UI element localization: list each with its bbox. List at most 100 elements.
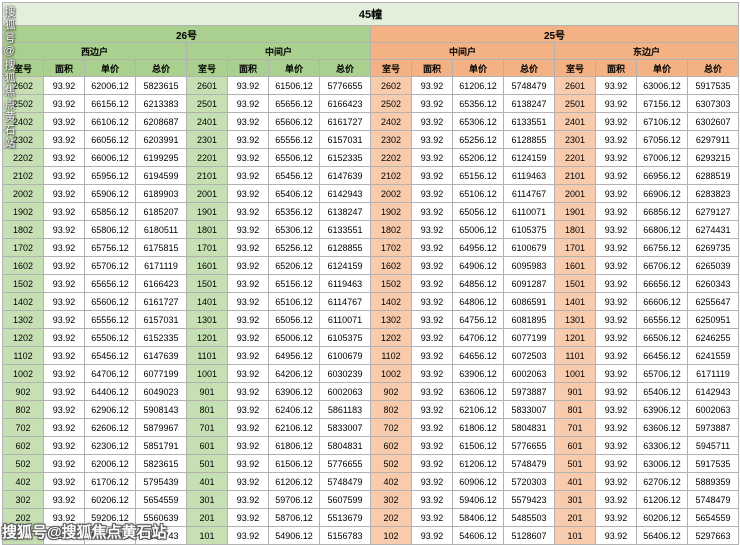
room-cell: 1201 <box>186 328 228 347</box>
total-price-cell: 6072503 <box>503 346 555 365</box>
total-price-cell: 6283823 <box>687 184 739 203</box>
area-cell: 93.92 <box>43 256 85 275</box>
room-cell: 502 <box>370 454 412 473</box>
room-cell: 301 <box>554 490 596 509</box>
total-price-cell: 6255647 <box>687 292 739 311</box>
room-cell: 601 <box>554 436 596 455</box>
total-price-cell: 5297663 <box>687 526 739 545</box>
room-cell: 102 <box>370 526 412 545</box>
room-cell: 501 <box>554 454 596 473</box>
price-table-body: 2602 93.92 62006.12 5823615 2601 93.92 61506.1… <box>2 76 739 545</box>
total-price-cell: 5513679 <box>319 508 371 527</box>
area-cell: 93.92 <box>43 202 85 221</box>
column-header-area: 面积 <box>227 59 269 77</box>
unit-price-cell: 66006.12 <box>84 148 136 167</box>
table-row: 602 93.92 62306.12 5851791 601 93.92 61806.12 5… <box>2 436 739 455</box>
unit-price-cell: 64406.12 <box>84 382 136 401</box>
room-cell: 2102 <box>370 166 412 185</box>
room-cell: 1301 <box>186 310 228 329</box>
column-header-area: 面积 <box>43 59 85 77</box>
area-cell: 93.92 <box>43 526 85 545</box>
room-cell: 1701 <box>186 238 228 257</box>
unit-price-cell: 64806.12 <box>452 292 504 311</box>
unit-price-cell: 61806.12 <box>452 418 504 437</box>
area-cell: 93.92 <box>411 508 453 527</box>
unit-type-header-east: 东边户 <box>554 42 739 60</box>
total-price-cell: 6002063 <box>319 382 371 401</box>
area-cell: 93.92 <box>595 220 637 239</box>
unit-price-cell: 61506.12 <box>452 436 504 455</box>
unit-price-cell: 64856.12 <box>452 274 504 293</box>
room-cell: 1701 <box>554 238 596 257</box>
building-title: 45幢 <box>2 2 739 26</box>
unit-price-cell: 65256.12 <box>452 130 504 149</box>
area-cell: 93.92 <box>227 400 269 419</box>
unit-price-cell: 65206.12 <box>452 148 504 167</box>
unit-price-cell: 62406.12 <box>268 400 320 419</box>
column-header-total-price: 总价 <box>135 59 187 77</box>
unit-price-cell: 66606.12 <box>636 292 688 311</box>
total-price-cell: 6161727 <box>319 112 371 131</box>
unit-price-cell: 65306.12 <box>268 220 320 239</box>
title-row: 45幢 <box>2 2 739 26</box>
room-cell: 2001 <box>554 184 596 203</box>
unit-price-cell: 66856.12 <box>636 202 688 221</box>
table-row: 2402 93.92 66106.12 6208687 2401 93.92 65606.1… <box>2 112 739 131</box>
total-price-cell: 5128607 <box>503 526 555 545</box>
area-cell: 93.92 <box>227 490 269 509</box>
area-cell: 93.92 <box>227 166 269 185</box>
total-price-cell: 5654559 <box>135 490 187 509</box>
total-price-cell: 5833007 <box>319 418 371 437</box>
area-cell: 93.92 <box>595 292 637 311</box>
table-row: 1702 93.92 65756.12 6175815 1701 93.92 65256.1… <box>2 238 739 257</box>
total-price-cell: 6302607 <box>687 112 739 131</box>
total-price-cell: 5776655 <box>503 436 555 455</box>
unit-price-cell: 61706.12 <box>84 472 136 491</box>
table-row: 2202 93.92 66006.12 6199295 2201 93.92 65506.1… <box>2 148 739 167</box>
unit-price-cell: 64206.12 <box>268 364 320 383</box>
unit-price-cell: 65406.12 <box>268 184 320 203</box>
unit-price-cell: 65556.12 <box>268 130 320 149</box>
area-cell: 93.92 <box>595 454 637 473</box>
room-cell: 1302 <box>2 310 44 329</box>
unit-price-cell: 61206.12 <box>452 76 504 95</box>
room-cell: 402 <box>370 472 412 491</box>
unit-price-cell: 62106.12 <box>452 400 504 419</box>
room-cell: 1202 <box>2 328 44 347</box>
total-price-cell: 5908143 <box>135 400 187 419</box>
total-price-cell: 6180511 <box>135 220 187 239</box>
area-cell: 93.92 <box>227 76 269 95</box>
total-price-cell: 5889359 <box>687 472 739 491</box>
unit-price-cell: 54906.12 <box>268 526 320 545</box>
unit-type-header-west: 西边户 <box>2 42 187 60</box>
unit-price-cell: 63006.12 <box>636 76 688 95</box>
total-price-cell: 5823615 <box>135 454 187 473</box>
total-price-cell: 6297911 <box>687 130 739 149</box>
area-cell: 93.92 <box>43 274 85 293</box>
area-cell: 93.92 <box>227 382 269 401</box>
unit-type-row: 西边户 中间户 中间户 东边户 <box>2 42 739 60</box>
total-price-cell: 5654559 <box>687 508 739 527</box>
area-cell: 93.92 <box>227 328 269 347</box>
total-price-cell: 5823615 <box>135 76 187 95</box>
area-cell: 93.92 <box>595 94 637 113</box>
building-25-header: 25号 <box>370 25 739 43</box>
unit-price-cell: 66906.12 <box>636 184 688 203</box>
area-cell: 93.92 <box>227 148 269 167</box>
area-cell: 93.92 <box>43 184 85 203</box>
total-price-cell: 6119463 <box>319 274 371 293</box>
area-cell: 93.92 <box>227 274 269 293</box>
unit-price-cell: 61506.12 <box>268 454 320 473</box>
room-cell: 1802 <box>2 220 44 239</box>
unit-price-cell: 60906.12 <box>452 472 504 491</box>
area-cell: 93.92 <box>43 112 85 131</box>
unit-price-cell: 65506.12 <box>84 328 136 347</box>
room-cell: 2502 <box>2 94 44 113</box>
total-price-cell: 6175815 <box>135 238 187 257</box>
room-cell: 2202 <box>2 148 44 167</box>
room-cell: 901 <box>186 382 228 401</box>
total-price-cell: 6091287 <box>503 274 555 293</box>
area-cell: 93.92 <box>411 202 453 221</box>
total-price-cell: 5879967 <box>135 418 187 437</box>
table-row: 2002 93.92 65906.12 6189903 2001 93.92 65406.1… <box>2 184 739 203</box>
